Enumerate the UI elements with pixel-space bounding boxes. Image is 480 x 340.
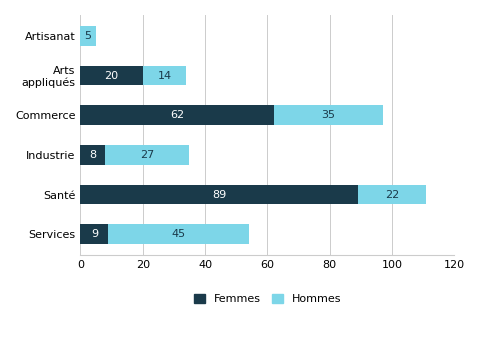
Text: 62: 62 [170,110,184,120]
Bar [105,145,190,165]
Bar [80,145,105,165]
Text: 8: 8 [89,150,96,160]
Bar [80,185,358,204]
Bar [80,105,274,125]
Text: 89: 89 [212,190,226,200]
Text: 45: 45 [171,229,186,239]
Bar [80,26,96,46]
Text: 35: 35 [321,110,335,120]
Text: 22: 22 [385,190,399,200]
Bar [358,185,426,204]
Text: 20: 20 [105,70,119,81]
Text: 27: 27 [140,150,155,160]
Bar [108,224,249,244]
Bar [80,66,143,85]
Text: 5: 5 [84,31,92,41]
Legend: Femmes, Hommes: Femmes, Hommes [189,289,346,309]
Text: 9: 9 [91,229,98,239]
Bar [274,105,383,125]
Bar [143,66,186,85]
Bar [80,224,108,244]
Text: 14: 14 [157,70,171,81]
